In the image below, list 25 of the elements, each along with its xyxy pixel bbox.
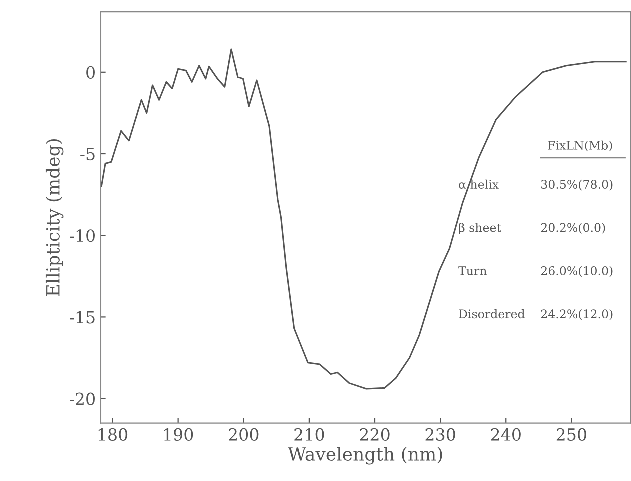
x-tick-label: 180 xyxy=(98,428,128,442)
y-axis-title: Ellipticity (mdeg) xyxy=(46,139,64,296)
annotation: α helix xyxy=(459,180,499,190)
annotation: β sheet xyxy=(459,223,502,234)
y-tick-label: -15 xyxy=(70,311,95,324)
y-tick-label: -5 xyxy=(80,148,95,161)
x-tick-label: 200 xyxy=(229,428,259,442)
y-tick-label: -20 xyxy=(70,392,95,406)
line-series xyxy=(100,48,627,390)
annotation: Turn xyxy=(458,266,487,276)
x-tick-label: 230 xyxy=(426,428,456,442)
annotation: 20.2%(0.0) xyxy=(541,223,606,234)
x-tick-label: 220 xyxy=(360,428,390,442)
y-tick-label: -10 xyxy=(70,230,95,242)
y-tick-label: 0 xyxy=(86,66,95,79)
x-tick-label: 240 xyxy=(491,428,521,442)
annotation: 30.5%(78.0) xyxy=(542,180,613,191)
x-tick-label: 210 xyxy=(294,428,324,442)
x-axis-title: Wavelength (nm) xyxy=(288,447,442,465)
x-tick-label: 190 xyxy=(164,428,194,442)
annotation: 26.0%(10.0) xyxy=(541,266,613,278)
annotation: Disordered xyxy=(459,309,525,319)
annotation: FixLN(Mb) xyxy=(548,140,612,152)
x-tick-label: 250 xyxy=(556,428,586,442)
annotation: 24.2%(12.0) xyxy=(541,309,613,320)
